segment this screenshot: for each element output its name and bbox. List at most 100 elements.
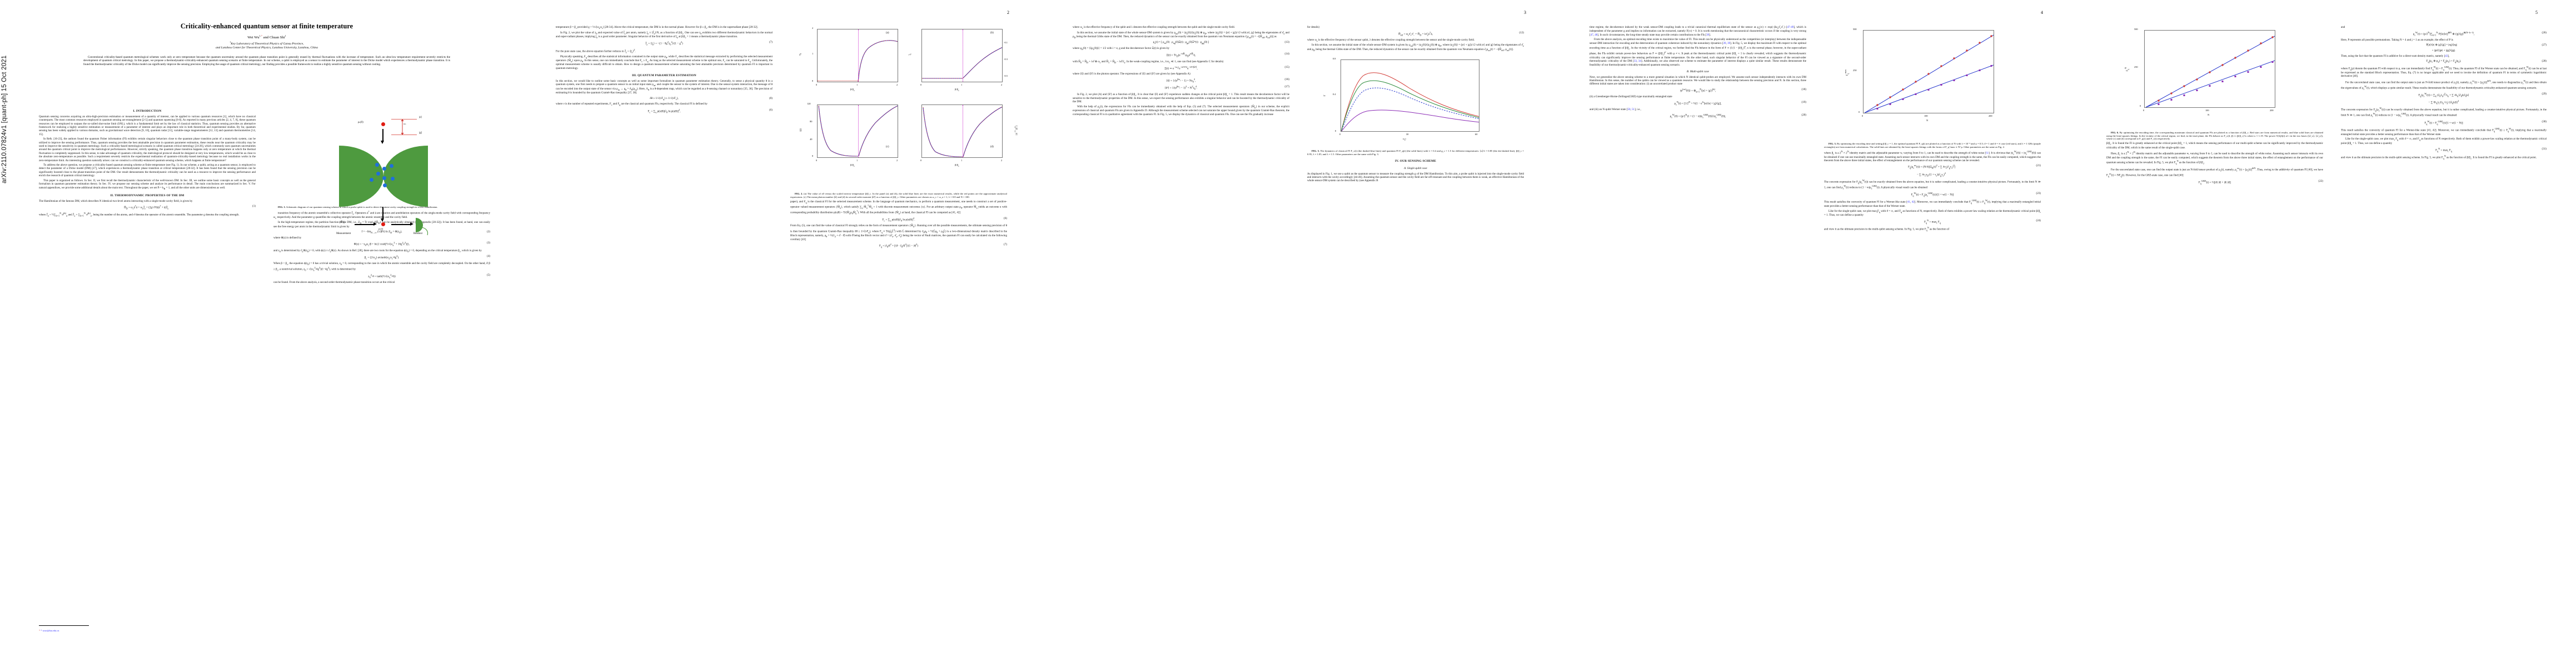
arrow-right-measurement bbox=[355, 222, 377, 226]
fig2d-xtick-1: 1 bbox=[961, 159, 963, 162]
arrow-right-readout bbox=[391, 222, 413, 226]
fig3-ytick-250: 250 bbox=[1853, 69, 1857, 72]
page-1: Criticality-enhanced quantum sensor at f… bbox=[17, 0, 517, 667]
page4-col-left: time regime, the decoherence induced by … bbox=[1590, 26, 1807, 119]
figure-6-label: FIG. 6. bbox=[2111, 131, 2119, 134]
page-number-5: 5 bbox=[2535, 10, 2538, 15]
fig5-ytick-mid: 0.4 bbox=[1333, 92, 1336, 96]
figure-3-caption: FIG. 3. By optimizing the encoding time … bbox=[1824, 142, 2041, 148]
fig5-ytick-top: 0.8 bbox=[1333, 57, 1336, 60]
energy-level-excited bbox=[391, 119, 417, 120]
fig2c-ytick-120: 120 bbox=[807, 102, 811, 105]
fig6-ytick-0: 0 bbox=[2140, 104, 2141, 107]
equation-4: βc = (2/ωa) arctanh(ωaωc/4g2). (4) bbox=[364, 255, 490, 260]
equation-18: |ψ(uc)(0)⟩ = ⊗k=1N(|e⟩ + |g⟩)(k), (18) bbox=[1680, 87, 1806, 93]
arrow-down-into-cavity bbox=[381, 129, 384, 144]
label-excited-state: |e⟩ bbox=[419, 116, 422, 119]
fig2c-ytick-40: 40 bbox=[810, 138, 813, 141]
footnote-rule bbox=[39, 625, 89, 626]
chart-fig2a bbox=[817, 29, 898, 82]
atom-dot bbox=[391, 177, 395, 181]
page-5: 5 bbox=[2084, 0, 2562, 667]
email-link[interactable]: * wuw@lzu.edu.cn bbox=[41, 629, 59, 632]
arxiv-stamp: arXiv:2110.07824v1 [quant-ph] 15 Oct 202… bbox=[1, 55, 8, 183]
equation-21: Fq(ρsuc(t)) = (N/4)[ΞR(t)2 + ∑ 4νs(∂gνs)… bbox=[1908, 164, 2041, 170]
fig2d-xlabel: β/βc bbox=[955, 163, 959, 167]
atom-dot bbox=[382, 167, 386, 171]
fig3-xlabel: N bbox=[1926, 119, 1929, 122]
section-heading-thermo: II. THERMODYNAMIC PROPERTIES OF THE DM bbox=[110, 193, 185, 197]
section-heading-scheme: IV. OUR SENSING SCHEME bbox=[1394, 160, 1437, 163]
fig6-ylabel: FqN bbox=[2124, 67, 2130, 72]
equation-12: ρs(t) = [ ρee(0) ρeg(0)Ξ(t) ; ρge(0)Ξ*(t… bbox=[1153, 41, 1289, 45]
fig2a-panel-label: (a) bbox=[886, 32, 889, 34]
equation-14: Ξ(t) ≃ e−iωste−iλ²t²/2e−λ²t²⟨n̂²⟩, (15) bbox=[1164, 66, 1289, 71]
equation-28: Fq(p1 ⊕ p2) = Fq(p1) + Fq(p2), (28) bbox=[2426, 59, 2547, 64]
readout-detector-icon bbox=[416, 218, 423, 232]
fig2a-ytick-bot: 0 bbox=[812, 79, 814, 82]
fig2b-ytick-a: -0.1 bbox=[1004, 41, 1008, 44]
figure-2-label: FIG. 2. bbox=[795, 192, 803, 195]
fig2c-ytick-80: 80 bbox=[810, 120, 813, 123]
label-measurement: Measurement bbox=[336, 232, 351, 235]
section-heading-introduction: I. INTRODUCTION bbox=[133, 109, 162, 113]
equation-5: z02/4 = tanh(½√(ωa2/4)) (5) bbox=[368, 273, 490, 279]
fig3-ytick-0: 0 bbox=[1858, 111, 1860, 113]
label-ground-state: |g⟩ bbox=[419, 132, 422, 135]
fig2d-panel-label: (d) bbox=[990, 146, 994, 148]
label-rho-t: ρₛ(t) bbox=[378, 227, 383, 230]
equation-29: Fq(ρsW(t)) = ∑k (∂θλk)2/λk + ∑ 4λk⟨∂θk|∂… bbox=[2418, 92, 2547, 98]
fig2b-xtick-1: 1 bbox=[961, 83, 963, 86]
page-title: Criticality-enhanced quantum sensor at f… bbox=[180, 22, 353, 30]
fig3-xtick-200: 200 bbox=[1989, 115, 1992, 117]
page-2: 2 temperature β = βc provided g > ½√(ωaω… bbox=[534, 0, 1034, 667]
equation-1: ĤD = ωcâ†â + ωaĴz + (2g/√N)(â† + â)Ĵx (1… bbox=[124, 205, 256, 210]
equation-23: FqW(t) = Fq(ρsGHZ(t))/[1 + w(1 − N)] (23… bbox=[1911, 192, 2041, 197]
fig6-xtick-100: 100 bbox=[2205, 109, 2209, 112]
fig2d-xtick-2: 2 bbox=[1001, 159, 1003, 162]
qubit-sensor-dot-initial bbox=[381, 122, 385, 126]
fig6-ytick-250: 250 bbox=[2134, 66, 2138, 68]
figure-6-plot: 500 250 0 0 100 200 FqN N bbox=[2106, 26, 2323, 131]
equation-2: f = −limN→∞ (1/βN) ln ZD = Φ(z0), (2) bbox=[361, 230, 490, 235]
affiliation: 1Key Laboratory of Theoretical Physics o… bbox=[215, 41, 318, 50]
atom-dot bbox=[390, 164, 393, 168]
fig2a-ytick-mid: 1 bbox=[812, 52, 814, 55]
page1-col-left: I. INTRODUCTION Quantum sensing concerns… bbox=[39, 109, 256, 632]
equation-27: P[|e⟩⟨e| ⊗ |g⟩⟨g|] = |eg⟩⟨eg| (27) bbox=[2426, 43, 2547, 47]
page3-col-right: for details) Ĥeff = ωsσ̂+σ̂− + ĤD + λσ̂z… bbox=[1307, 26, 1524, 183]
readout-wire bbox=[421, 227, 428, 236]
page-3: 3 where ωc is the effective frequency of… bbox=[1050, 0, 1551, 667]
equation-31: FqN = maxt Fq (31) bbox=[2435, 147, 2547, 153]
fig2b-ylabel: ĵz bbox=[908, 53, 912, 56]
figure-3-label: FIG. 3. bbox=[1828, 142, 1836, 145]
fig5-xtick-mid: 30 bbox=[1406, 132, 1409, 136]
figure-1-caption: FIG. 1. Schematic diagram of our quantum… bbox=[273, 206, 490, 209]
equation-29b: − ∑ 8λkλl/(λk+λl) |⟨∂θk|l⟩|2 bbox=[2428, 99, 2459, 105]
figure-1-schematic: |e⟩ |g⟩ ωₛ ρₛ(0) bbox=[273, 106, 490, 236]
omega-s-double-arrow bbox=[401, 119, 404, 135]
page2-col-right: 2 1 0 0 1 2 z0 β/βc (a) bbox=[790, 27, 1018, 249]
equation-17: Ĥeff = ωsσ̂+σ̂− + ĤD + λσ̂zâ†â, (12) bbox=[1398, 31, 1524, 37]
atom-dot bbox=[383, 183, 387, 187]
atom-dot bbox=[370, 178, 373, 182]
equation-27b: + |ge⟩⟨ge| + |gg⟩⟨gg|. bbox=[2431, 49, 2456, 53]
fig2b-panel-label: (b) bbox=[990, 32, 994, 34]
equation-10: Fc = ∑u p(u|θ)[∂θ ln p(u|θ)]2. (6) bbox=[882, 217, 1007, 222]
figure-1-label: FIG. 1. bbox=[278, 206, 286, 208]
fig5-ylabel: F bbox=[1323, 94, 1326, 97]
fig3-ytick-500: 500 bbox=[1853, 28, 1857, 31]
chart-fig5 bbox=[1341, 59, 1479, 132]
abstract: Conventional criticality-based quantum m… bbox=[83, 56, 450, 66]
page5-col-left: 500 250 0 0 100 200 FqN N FIG. 6. By opt… bbox=[2106, 26, 2323, 643]
fig3-xtick-100: 100 bbox=[1924, 115, 1928, 117]
fig6-xtick-0: 0 bbox=[2143, 109, 2145, 112]
label-rho-initial: ρₛ(0) bbox=[358, 121, 363, 124]
fig2b-xtick-0: 0 bbox=[920, 83, 922, 86]
footnote-email: * * wuw@lzu.edu.cn bbox=[39, 629, 59, 632]
chart-fig2c bbox=[817, 104, 898, 158]
fig2c-xtick-0: 0 bbox=[816, 159, 818, 162]
figure-6-caption-text: By optimizing the encoding time, the cor… bbox=[2106, 131, 2323, 141]
equation-11: Fq = |∂θϑ|2 + [⟨ϑ · ∂θϑ⟩2]/(1 − |ϑ|2) (7… bbox=[879, 243, 1007, 249]
fig2d-ylabel: 10−3 ⟨n̂2⟩ bbox=[1014, 125, 1018, 136]
